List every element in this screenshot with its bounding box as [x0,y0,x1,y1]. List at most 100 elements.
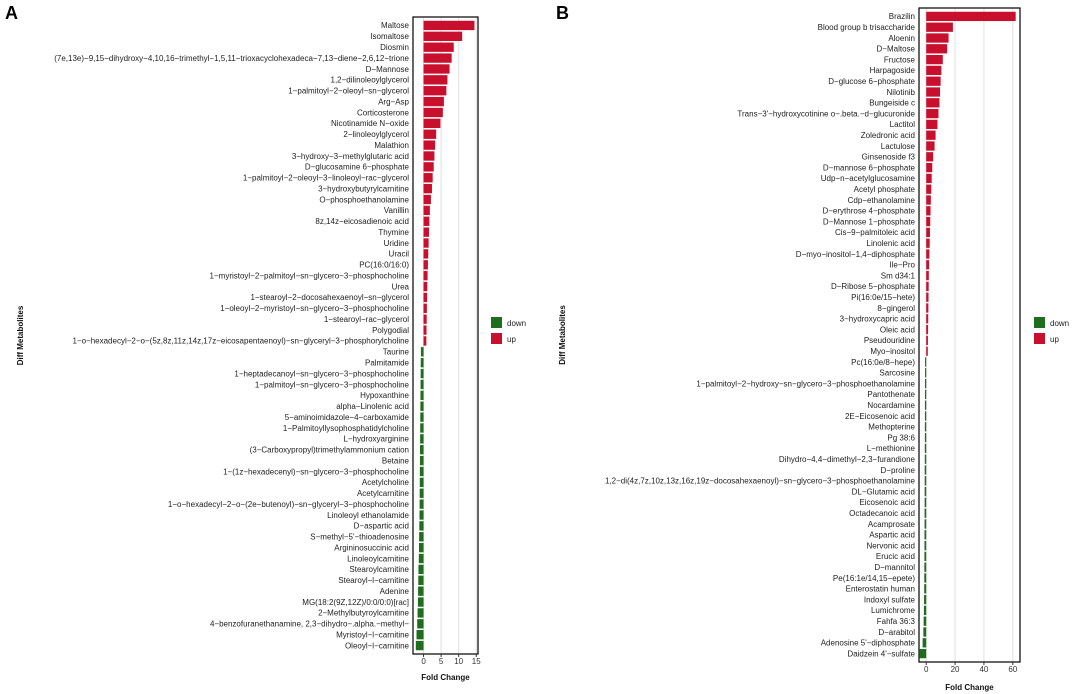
bar [419,532,424,542]
bar [423,249,429,259]
category-label: Linolenic acid [867,239,915,248]
category-label: Urea [392,282,410,291]
bar [926,54,943,65]
panel-label: A [5,3,18,23]
category-label: D−aspartic acid [354,522,409,531]
bar [926,324,929,335]
category-label: Aspartic acid [869,531,915,540]
bar [418,542,424,553]
bar [926,314,929,324]
bar [924,389,927,400]
bar [423,162,434,172]
bar [423,31,463,41]
category-label: 1,2−dilinoleoylglycerol [331,76,410,85]
category-label: L−hydroxyarginine [343,435,409,444]
bar [417,608,424,618]
category-label: Palmitamide [365,358,410,367]
category-label: L−methionine [867,444,916,453]
legend-swatch-up [1034,333,1045,344]
bar [423,173,433,183]
legend-swatch-down [1034,317,1045,328]
legend-swatch-up [491,333,502,344]
category-label: 1−Palmitoyllysophosphatidylcholine [283,424,410,433]
category-label: 1−o−hexadecyl−2−o−(5z,8z,11z,14z,17z−eic… [72,337,409,346]
category-label: Indoxyl sulfate [864,595,916,604]
bar [924,378,927,389]
legend-label-down: down [507,319,526,328]
category-label: 1−palmitoyl−2−oleoyl−sn−glycerol [288,87,409,96]
category-label: 2−Methylbutyroylcarnitine [318,609,409,618]
bar [420,390,424,401]
category-label: Trans−3'−hydroxycotinine o−.beta.−d−gluc… [737,109,915,118]
category-label: S−methyl−5'−thioadenosine [310,533,409,542]
category-label: Brazilin [889,12,915,21]
bar [924,454,927,464]
category-label: Eicosenoic acid [859,498,915,507]
category-label: 1−heptadecanoyl−sn−glycero−3−phosphochol… [234,369,409,378]
bar [418,553,424,564]
bar [924,530,927,540]
category-label: 1−o−hexadecyl−2−o−(2e−butenoyl)−sn−glyce… [168,500,410,509]
category-label: Lactitol [890,120,916,129]
x-tick-label: 60 [1008,665,1017,674]
bar [419,455,424,466]
category-label: Adenosine 5'−diphosphate [821,639,916,648]
bar [423,107,443,118]
bar [924,422,927,432]
plot-frame [918,7,1021,663]
bar [420,358,424,368]
x-tick-label: 0 [421,657,426,666]
category-label: Octadecanoic acid [849,509,915,518]
bar [423,303,427,313]
bar [924,551,927,562]
category-label: D−myo−inositol−1,4−diphosphate [796,250,916,259]
category-label: Blood group b trisaccharide [818,23,916,32]
category-label: 1−palmitoyl−2−hydroxy−sn−glycero−3−phosp… [696,379,915,388]
bar [926,303,929,313]
bar [926,98,940,108]
plot-frame [412,16,479,655]
category-label: Nicotinamide N−oxide [331,119,410,128]
bar [926,11,1016,22]
legend-label-up: up [507,335,516,344]
bar [924,562,927,572]
bar [423,118,441,129]
category-label: Oleoyl−l−carnitine [345,641,410,650]
bar [423,151,435,161]
category-label: D−arabitol [878,628,915,637]
category-label: Uridine [384,239,410,248]
bar [417,619,424,629]
bar [423,238,429,248]
category-label: 1−stearoyl−rac−glycerol [324,315,409,324]
bar [423,292,428,303]
x-axis-title: Fold Change [421,673,470,682]
category-label: Daidzein 4'−sulfate [847,649,915,658]
bar [423,64,450,74]
legend-swatch-down [491,317,502,328]
bar [926,346,928,356]
category-label: Stearoylcarnitine [349,565,409,574]
bar [924,573,927,583]
category-label: Lumichrome [871,606,916,615]
category-label: 8−gingerol [877,304,915,313]
category-label: Uracil [389,250,410,259]
bar [926,87,941,97]
category-label: 4−benzofuranethanamine, 2,3−dihydro−.alp… [210,620,409,629]
bar [420,434,424,444]
category-label: Taurine [383,348,410,357]
legend-label-down: down [1050,319,1069,328]
category-label: 8z,14z−eicosadienoic acid [315,217,409,226]
category-label: Pantothenate [867,390,915,399]
category-label: Corticosterone [357,108,410,117]
bar [418,586,424,596]
category-label: D−glucose 6−phosphate [828,77,915,86]
bar [926,270,929,281]
bar [926,335,928,346]
category-label: O−phosphoethanolamine [319,195,409,204]
bar [926,227,930,238]
category-label: Stearoyl−l−carnitine [338,576,409,585]
x-tick-label: 15 [472,657,481,666]
bar [926,281,929,292]
category-label: D−proline [881,466,916,475]
